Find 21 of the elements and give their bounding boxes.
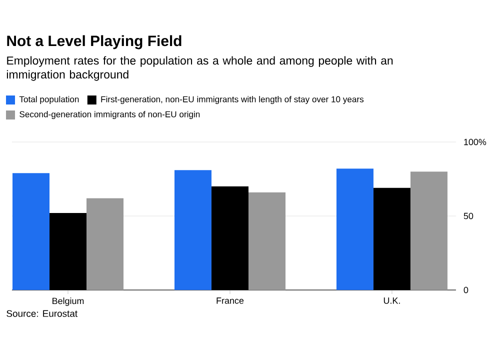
chart-title: Not a Level Playing Field (7, 35, 182, 50)
legend-label: Second-generation immigrants of non-EU origin (20, 111, 200, 119)
bar (12, 173, 50, 290)
bar (336, 168, 374, 290)
source-note: Source: Eurostat (6, 310, 78, 317)
y-tick-label: 0 (464, 286, 468, 294)
legend-label: First-generation, non-EU immigrants with length of stay over 10 years (101, 96, 364, 104)
chart-subtitle: Employment rates for the population as a whole and among people with an immigration background (6, 56, 393, 81)
x-tick-label: U.K. (384, 298, 400, 304)
bar (248, 192, 286, 290)
bar (373, 188, 410, 290)
y-tick-label: 100% (464, 138, 486, 146)
legend-label: Total population (19, 96, 79, 104)
x-tick-label: Belgium (52, 298, 84, 306)
bar (410, 172, 448, 290)
bar (86, 198, 124, 290)
bar (211, 186, 248, 290)
x-tick-label: France (216, 298, 244, 304)
bar (174, 170, 212, 290)
bar (50, 213, 87, 290)
y-tick-label: 50 (464, 212, 474, 220)
